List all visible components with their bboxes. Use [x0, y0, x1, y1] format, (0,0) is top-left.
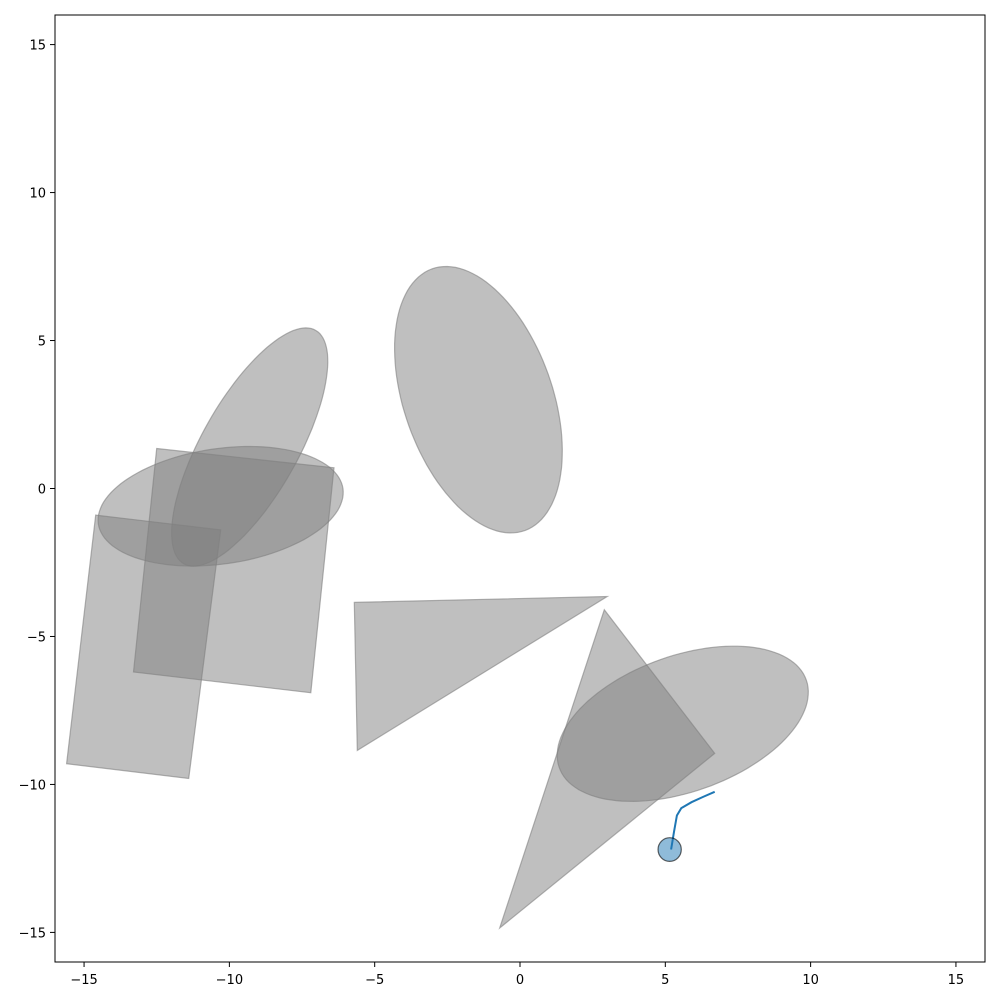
obstacle-polygon-6: [353, 595, 610, 752]
x-tick-label: 15: [948, 973, 965, 988]
y-tick-label: −5: [27, 630, 46, 645]
x-axis: −15 −10 −5 0 5 10 15: [70, 962, 964, 988]
x-tick-label: −15: [70, 973, 97, 988]
x-tick-label: 10: [802, 973, 819, 988]
x-tick-label: −10: [216, 973, 243, 988]
y-tick-label: 15: [29, 39, 46, 54]
y-tick-label: −15: [19, 926, 46, 941]
x-tick-label: −5: [365, 973, 384, 988]
path-layer: [670, 790, 716, 850]
y-tick-label: 5: [38, 335, 46, 350]
obstacle-polygon-5: [65, 514, 222, 780]
agent-layer: [657, 837, 682, 862]
x-tick-label: 5: [661, 973, 669, 988]
agent-marker: [657, 837, 682, 862]
x-tick-label: 0: [516, 973, 524, 988]
obstacle-layer: [65, 265, 809, 930]
obstacle-ellipse-2: [394, 265, 563, 534]
y-tick-label: 0: [38, 483, 46, 498]
y-tick-label: −10: [19, 778, 46, 793]
trajectory-line: [670, 790, 716, 850]
obstacle-polygon-7: [498, 608, 716, 930]
y-axis: −15 −10 −5 0 5 10 15: [19, 39, 55, 941]
y-tick-label: 10: [29, 187, 46, 202]
